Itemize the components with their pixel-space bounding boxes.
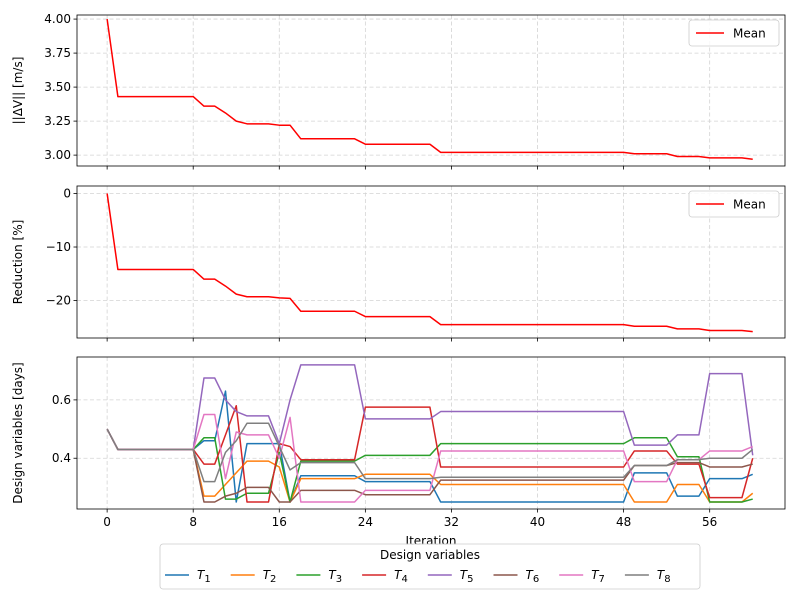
y-tick-label: −10 bbox=[46, 240, 71, 254]
y-axis-label: Reduction [%] bbox=[11, 220, 25, 305]
series-line-T2 bbox=[106, 428, 754, 503]
x-tick-label: 8 bbox=[189, 515, 197, 529]
y-tick-label: 0.6 bbox=[52, 393, 71, 407]
x-tick-label: 0 bbox=[103, 515, 111, 529]
x-tick-label: 48 bbox=[616, 515, 631, 529]
y-tick-label: 3.25 bbox=[44, 114, 71, 128]
panel-design-variables: 0 8 16 24 32 40 48 56 0.4 0.6 Design variables [da… bbox=[11, 356, 786, 548]
y-tick-label: 4.00 bbox=[44, 12, 71, 26]
y-axis-label: ||ΔV|| [m/s] bbox=[11, 57, 25, 125]
x-tick-label: 24 bbox=[358, 515, 373, 529]
series-line-T1 bbox=[106, 390, 754, 503]
series-line-T8 bbox=[106, 422, 754, 483]
y-tick-label: 0.4 bbox=[52, 451, 71, 465]
x-tick-label: 32 bbox=[444, 515, 459, 529]
y-tick-label: 3.50 bbox=[44, 80, 71, 94]
x-tick-label: 56 bbox=[702, 515, 717, 529]
legend-label-mean: Mean bbox=[733, 198, 766, 212]
legend-box bbox=[159, 543, 701, 590]
axes-frame bbox=[76, 356, 786, 510]
series-line-T3 bbox=[106, 428, 753, 503]
panel-delta-v: 3.00 3.25 3.50 3.75 4.00 ||ΔV|| [m/s] Mean bbox=[11, 12, 786, 170]
y-tick-label: 3.75 bbox=[44, 46, 71, 60]
axes-frame bbox=[76, 185, 786, 339]
series-line-T6 bbox=[106, 428, 753, 503]
mean-legend: Mean bbox=[688, 19, 780, 47]
y-tick-label: −20 bbox=[46, 294, 71, 308]
series-line-mean bbox=[106, 18, 753, 160]
series-line-T5 bbox=[106, 364, 754, 456]
series-line-mean bbox=[106, 193, 753, 333]
legend-title: Design variables bbox=[380, 548, 480, 562]
x-tick-label: 16 bbox=[272, 515, 287, 529]
y-tick-label: 3.00 bbox=[44, 148, 71, 162]
y-axis-label: Design variables [days] bbox=[11, 362, 25, 503]
mean-legend: Mean bbox=[688, 190, 780, 218]
series-line-T4 bbox=[106, 404, 754, 503]
panel-reduction: −20 −10 0 Reduction [%] Mean bbox=[11, 185, 786, 342]
axes-frame bbox=[76, 14, 786, 167]
legend-box bbox=[688, 190, 780, 218]
x-tick-label: 40 bbox=[530, 515, 545, 529]
legend-label-mean: Mean bbox=[733, 27, 766, 41]
legend-box bbox=[688, 19, 780, 47]
y-tick-label: 0 bbox=[63, 186, 71, 200]
